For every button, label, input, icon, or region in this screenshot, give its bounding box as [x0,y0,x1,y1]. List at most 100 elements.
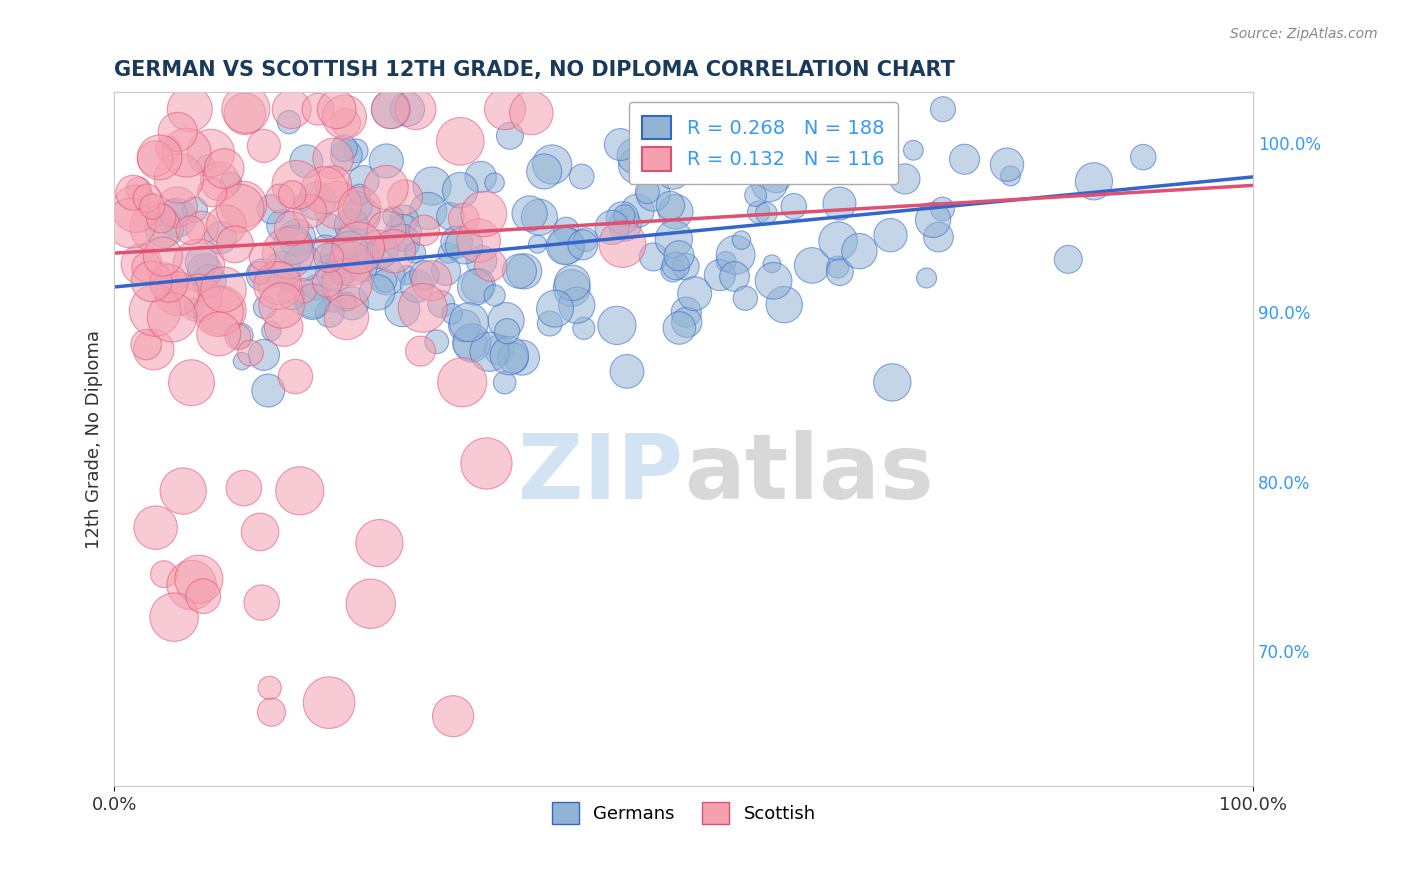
Point [131,257,153,271]
Point [744,188,766,202]
Point [368,243,391,257]
Point [879,228,901,243]
Text: GERMAN VS SCOTTISH 12TH GRADE, NO DIPLOMA CORRELATION CHART: GERMAN VS SCOTTISH 12TH GRADE, NO DIPLOM… [114,60,955,79]
Point [187,291,209,305]
Point [128,182,150,196]
Point [267,277,290,291]
Point [626,203,648,218]
Point [1132,150,1154,164]
Point [783,199,806,213]
Point [226,330,249,344]
Point [508,264,530,278]
Point [166,125,188,139]
Point [612,211,634,225]
Point [613,218,636,232]
Point [688,163,710,178]
Point [260,705,283,719]
Point [626,159,648,173]
Point [335,310,357,325]
Point [478,344,501,359]
Point [458,315,481,329]
Point [449,183,471,197]
Point [229,201,252,215]
Point [828,196,851,211]
Point [375,153,398,168]
Point [375,180,398,194]
Point [931,202,953,216]
Point [686,127,709,141]
Point [157,142,180,156]
Point [153,271,176,285]
Point [827,260,849,274]
Point [307,102,329,116]
Point [316,276,339,290]
Point [285,231,308,245]
Point [340,296,363,310]
Point [409,344,432,359]
Point [430,297,453,311]
Point [441,307,464,321]
Point [350,208,373,222]
Point [479,258,502,272]
Point [340,218,363,232]
Point [347,241,370,255]
Point [184,202,207,217]
Point [135,260,157,274]
Point [166,200,188,214]
Point [200,146,222,161]
Point [267,278,290,293]
Legend: Germans, Scottish: Germans, Scottish [543,793,824,833]
Point [153,221,176,235]
Point [323,265,346,279]
Point [859,116,882,130]
Point [209,231,232,245]
Point [231,354,253,368]
Point [252,268,274,282]
Point [322,177,344,191]
Point [288,483,311,498]
Point [381,210,404,224]
Point [253,139,276,153]
Point [439,210,461,224]
Point [609,137,631,152]
Point [322,152,344,166]
Point [494,102,516,116]
Point [125,202,148,216]
Point [277,115,299,129]
Point [339,243,361,257]
Point [453,318,475,333]
Point [360,597,382,611]
Point [502,351,524,365]
Point [659,198,682,212]
Point [643,250,665,264]
Point [208,174,231,188]
Point [471,253,494,268]
Point [451,376,474,390]
Point [600,220,623,235]
Point [172,483,194,498]
Point [446,235,468,249]
Text: Source: ZipAtlas.com: Source: ZipAtlas.com [1230,27,1378,41]
Point [882,376,904,390]
Point [281,238,304,252]
Point [561,281,583,295]
Point [277,246,299,260]
Point [475,457,498,471]
Point [257,384,280,398]
Point [260,324,283,338]
Point [773,298,796,312]
Point [142,343,165,357]
Point [418,203,440,218]
Point [318,696,340,710]
Point [555,223,578,237]
Point [322,270,344,285]
Point [484,288,506,302]
Point [219,176,242,190]
Point [232,481,254,495]
Point [413,223,436,237]
Point [453,211,475,226]
Point [828,265,851,279]
Point [375,269,398,284]
Point [304,280,326,294]
Point [636,185,658,199]
